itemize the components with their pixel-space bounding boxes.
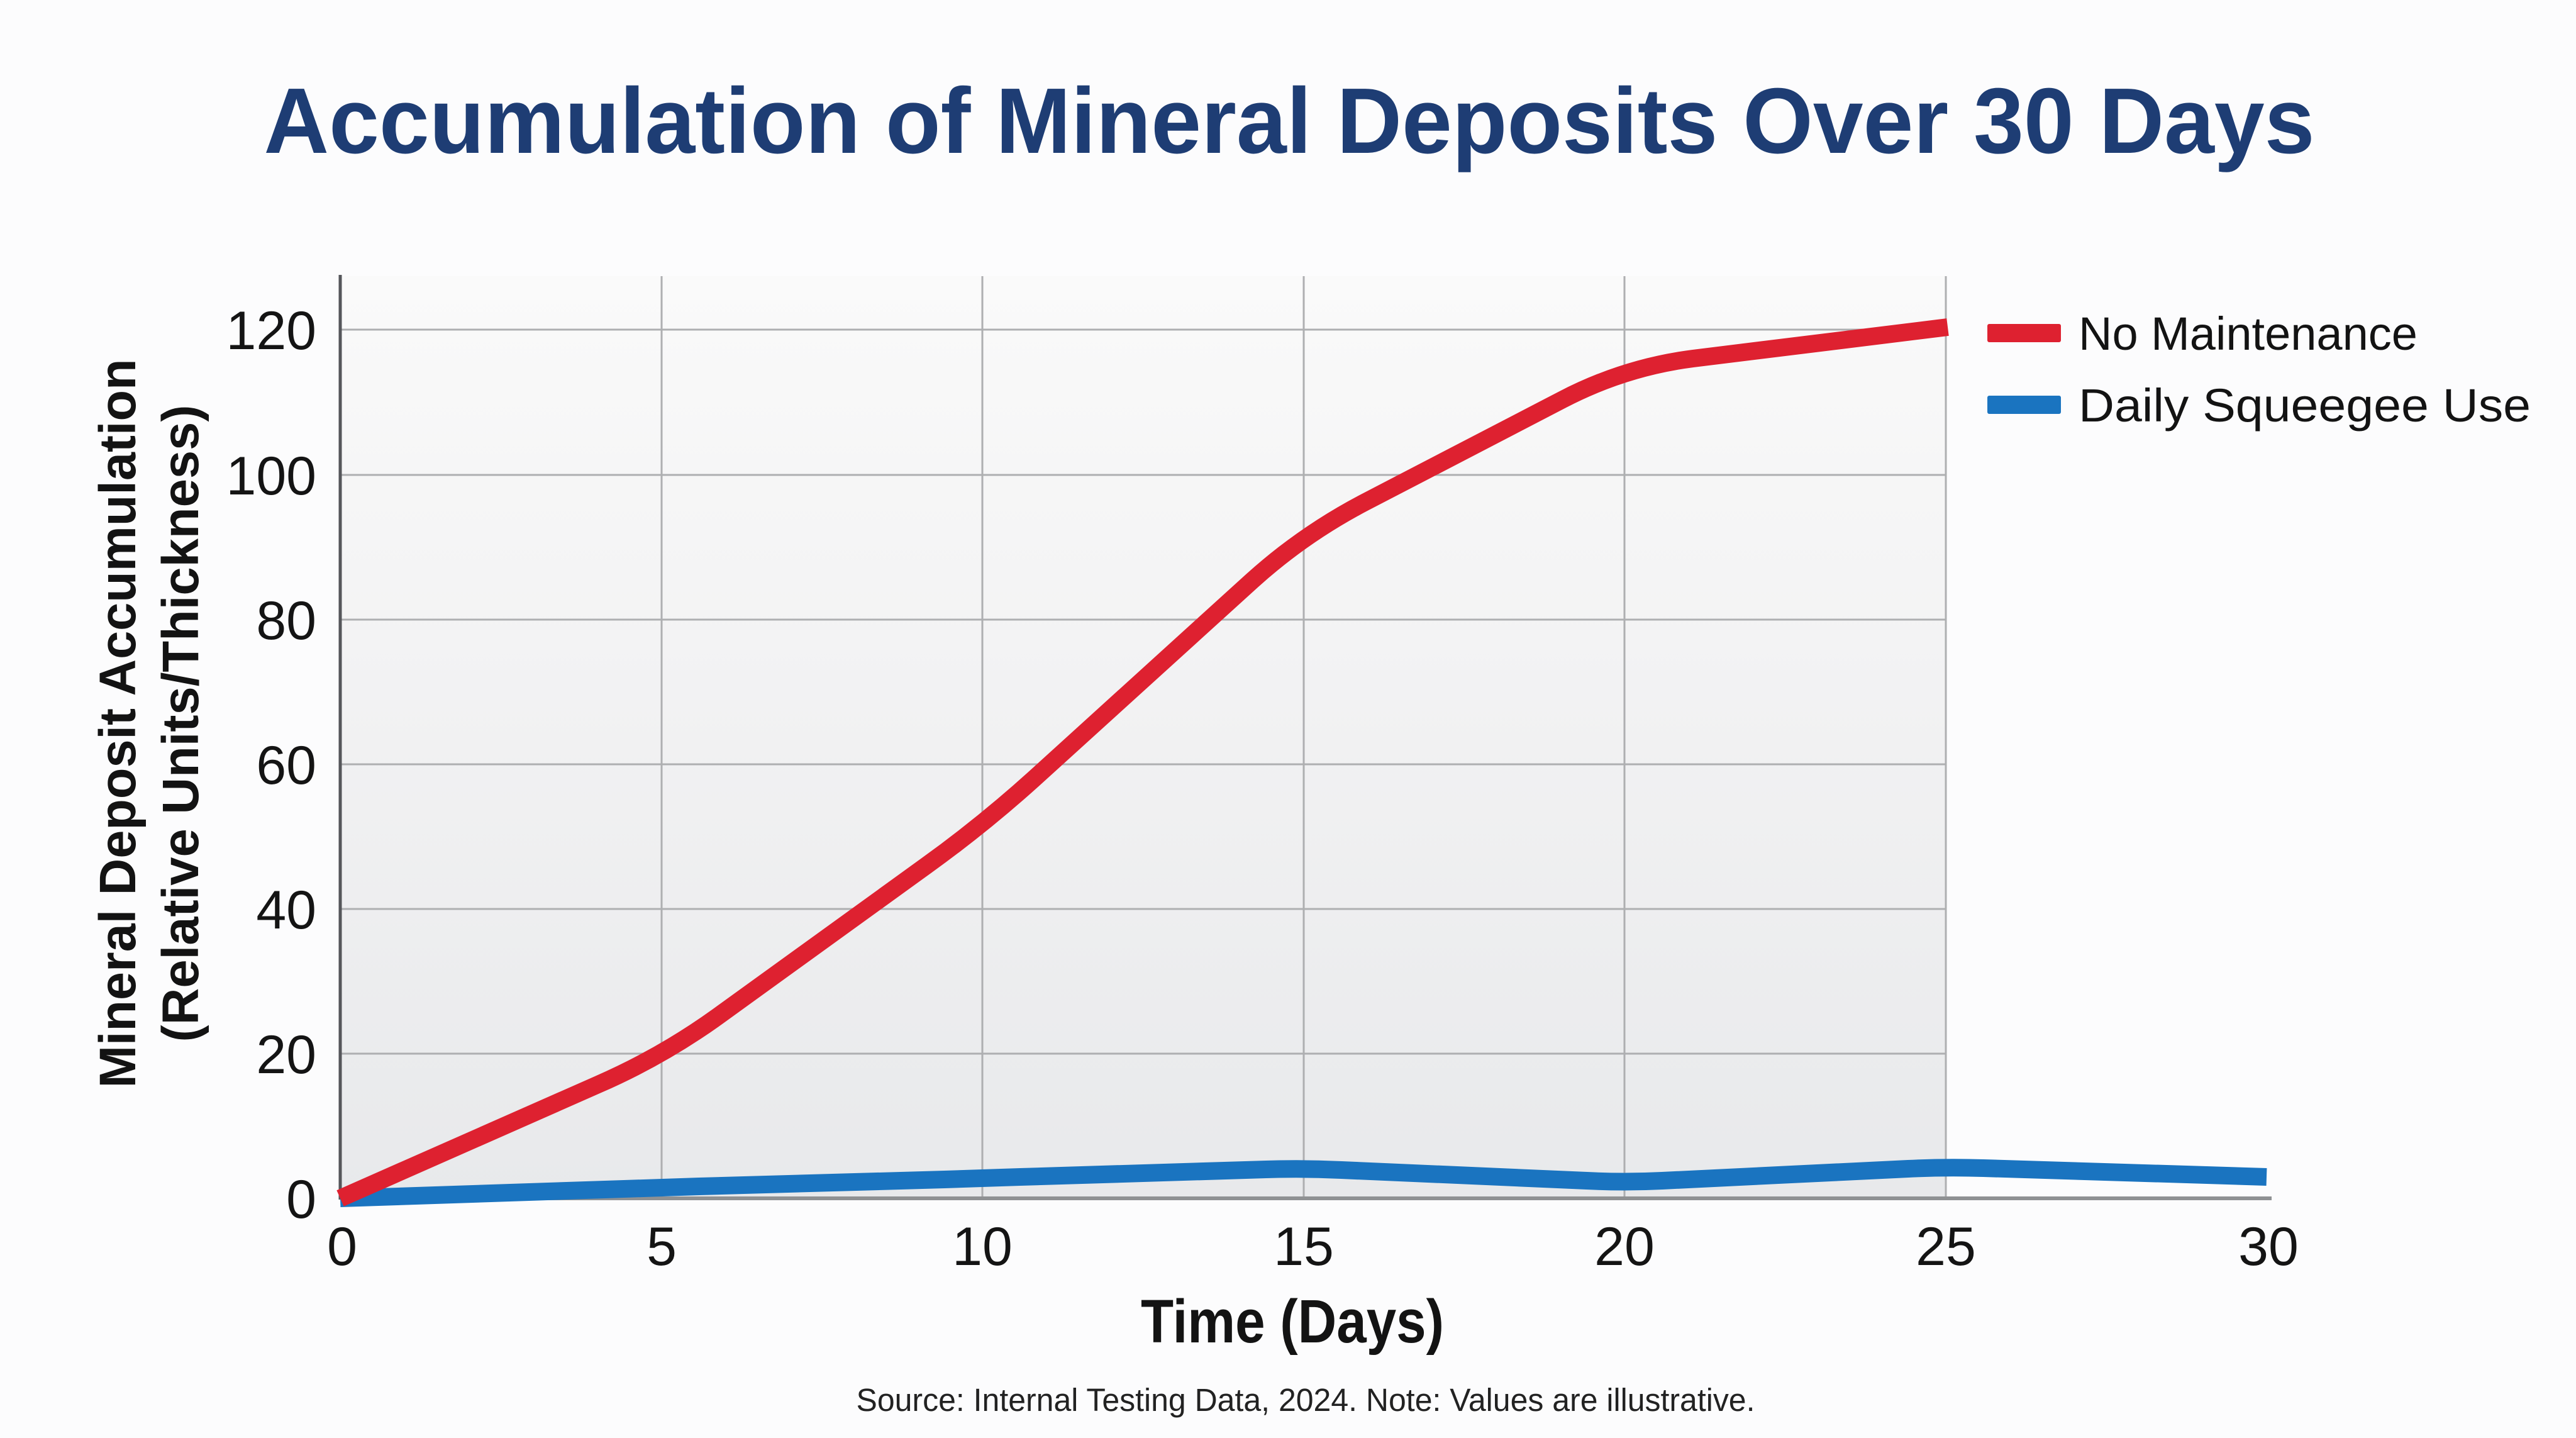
svg-text:Daily Squeegee Use: Daily Squeegee Use [2079,379,2531,432]
svg-text:30: 30 [2238,1217,2299,1277]
svg-text:Accumulation of Mineral Deposi: Accumulation of Mineral Deposits Over 30… [264,69,2315,173]
svg-text:10: 10 [952,1217,1013,1277]
svg-text:(Relative Units/Thickness): (Relative Units/Thickness) [152,405,209,1042]
svg-text:Source: Internal Testing Data,: Source: Internal Testing Data, 2024. Not… [857,1382,1755,1418]
svg-text:100: 100 [226,446,317,506]
svg-text:15: 15 [1274,1217,1334,1277]
svg-text:20: 20 [256,1025,316,1085]
svg-text:Mineral Deposit Accumulation: Mineral Deposit Accumulation [89,359,147,1088]
svg-text:No Maintenance: No Maintenance [2079,308,2418,360]
svg-text:80: 80 [256,591,316,651]
svg-text:40: 40 [256,880,316,940]
svg-text:5: 5 [647,1217,677,1277]
svg-text:Time (Days): Time (Days) [1141,1287,1444,1356]
svg-text:25: 25 [1916,1217,1976,1277]
svg-text:0: 0 [327,1217,357,1277]
svg-text:20: 20 [1594,1217,1655,1277]
svg-text:120: 120 [226,301,317,361]
svg-text:60: 60 [256,735,316,796]
svg-text:0: 0 [286,1169,316,1230]
